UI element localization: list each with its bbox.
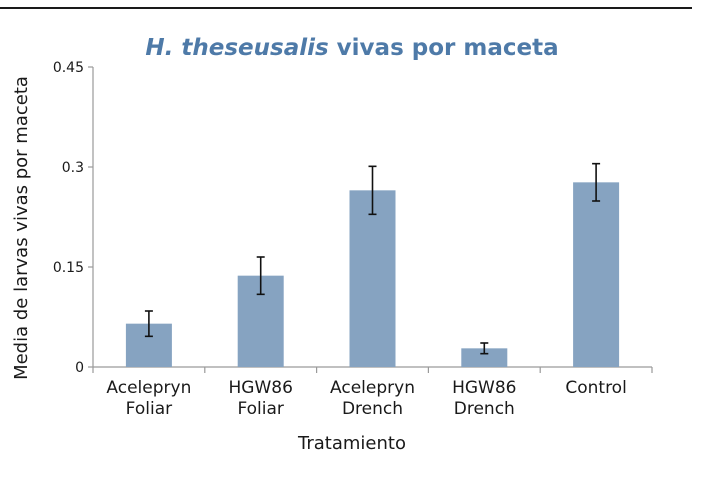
x-category-label: Control [565,378,626,398]
bar [461,348,508,367]
x-category-label: Acelepryn Foliar [106,378,191,419]
x-category-label: Acelepryn Drench [330,378,415,419]
y-tick-label: 0.3 [62,160,84,176]
bar [349,190,396,367]
chart-title: H. theseusalis vivas por maceta [145,35,558,61]
chart-title-italic: H. theseusalis [145,35,328,61]
y-ticks: 0 0.15 0.3 0.45 [53,60,93,376]
y-tick-label: 0.45 [53,60,84,76]
x-category-label: HGW86 Drench [452,378,516,419]
x-category-label: HGW86 Foliar [228,378,292,419]
bar [573,182,620,367]
x-axis-label: Tratamiento [297,433,406,454]
y-tick-label: 0 [75,360,84,376]
chart-title-rest: vivas por maceta [329,35,559,61]
top-rule [0,7,692,9]
y-axis-label: Media de larvas vivas por maceta [11,76,32,380]
x-categories: Acelepryn Foliar HGW86 Foliar Acelepryn Drenc… [106,378,626,419]
y-tick-label: 0.15 [53,260,84,276]
error-bars [144,162,601,355]
